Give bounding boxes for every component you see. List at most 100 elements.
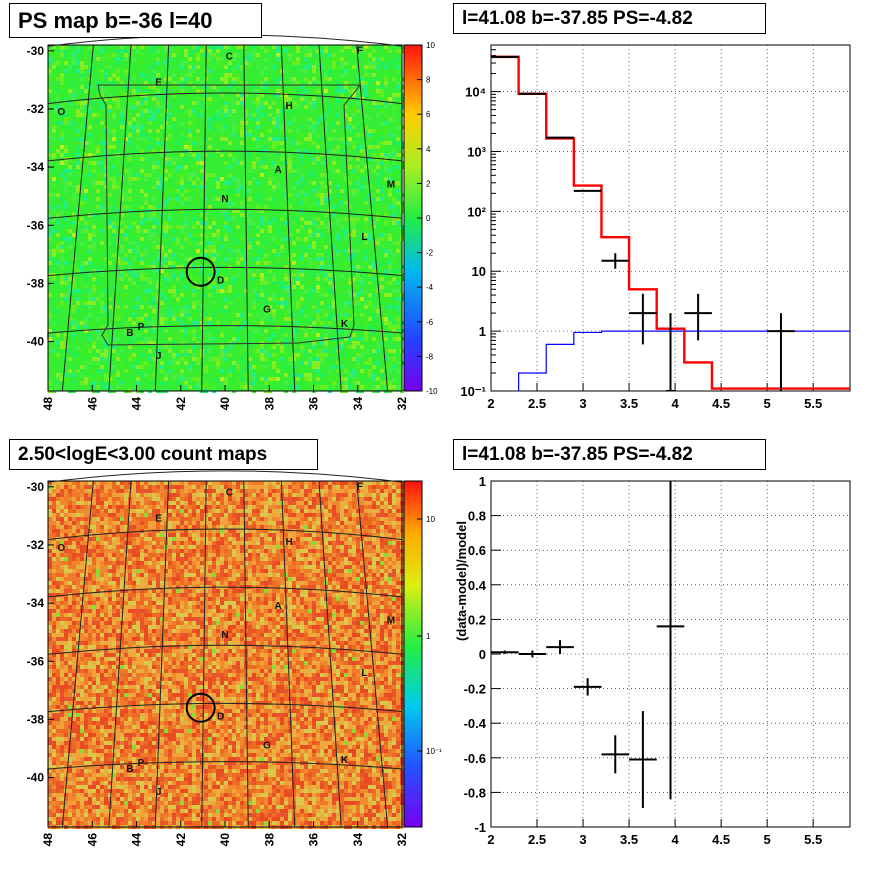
count-map-y-tick-label: -32 <box>27 538 45 552</box>
ps-map-source-label-B: B <box>126 328 133 339</box>
residual-x-tick-label: 4 <box>671 832 679 847</box>
count-map-source-label-H: H <box>286 537 293 548</box>
ps-map-source-label-J: J <box>156 351 162 362</box>
residual-y-tick-label: -1 <box>474 820 486 835</box>
residual-title: l=41.08 b=-37.85 PS=-4.82 <box>453 439 766 470</box>
count-map-source-label-E: E <box>155 514 162 525</box>
spectrum-y-tick-label: 10² <box>467 204 486 219</box>
ps-map-y-tick-label: -30 <box>27 44 45 58</box>
ps-map-colorbar-label: -4 <box>426 283 434 292</box>
count-map-x-tick-label: 48 <box>41 833 55 847</box>
count-map-x-tick-label: 42 <box>174 833 188 847</box>
count-map-y-tick-label: -34 <box>27 596 45 610</box>
ps-map-colorbar-label: 4 <box>426 145 431 154</box>
count-map-source-label-D: D <box>217 711 224 722</box>
residual-y-tick-label: -0.4 <box>464 716 487 731</box>
count-map-source-label-B: B <box>126 764 133 775</box>
ps-map-x-tick-label: 40 <box>218 397 232 411</box>
spectrum-x-tick-label: 2 <box>487 396 494 411</box>
residual-y-tick-label: 0.8 <box>468 509 486 524</box>
count-map-colorbar-label: 10 <box>426 515 435 524</box>
ps-map-y-tick-label: -32 <box>27 102 45 116</box>
ps-map-source-label-C: C <box>226 52 233 63</box>
ps-map-x-tick-label: 48 <box>41 397 55 411</box>
spectrum-x-tick-label: 5.5 <box>804 396 822 411</box>
residual-x-tick-label: 4.5 <box>712 832 730 847</box>
ps-map-colorbar-label: 8 <box>426 76 431 85</box>
count-map-y-tick-label: -40 <box>27 771 45 785</box>
residual-y-tick-label: -0.8 <box>464 785 486 800</box>
ps-map-source-label-G: G <box>263 304 271 315</box>
ps-map-x-tick-label: 36 <box>307 397 321 411</box>
ps-map-x-tick-label: 42 <box>174 397 188 411</box>
ps-map-source-label-A: A <box>274 165 281 176</box>
residual-x-tick-label: 3.5 <box>620 832 638 847</box>
count-map-y-tick-label: -38 <box>27 712 45 726</box>
ps-map-title: PS map b=-36 l=40 <box>9 3 262 38</box>
spectrum-y-tick-label: 10⁴ <box>465 85 486 100</box>
residual-y-tick-label: 0.6 <box>468 543 486 558</box>
ps-map-source-label-H: H <box>286 101 293 112</box>
residual-y-tick-label: 0.4 <box>468 578 487 593</box>
count-map-colorbar: 10 1 10⁻¹ <box>404 481 442 827</box>
spectrum-x-tick-label: 5 <box>764 396 771 411</box>
count-map-title: 2.50<logE<3.00 count maps <box>9 439 318 470</box>
ps-map-source-label-K: K <box>341 319 349 330</box>
count-map-x-tick-label: 38 <box>262 833 276 847</box>
ps-map-y-tick-label: -34 <box>27 160 45 174</box>
ps-map-colorbar-label: 6 <box>426 110 431 119</box>
count-map-source-label-I: I <box>47 767 50 778</box>
residual-x-tick-label: 5 <box>764 832 771 847</box>
spectrum-x-tick-label: 3 <box>579 396 586 411</box>
ps-map-y-tick-label: -40 <box>27 335 45 349</box>
ps-map-source-label-F: F <box>357 46 363 57</box>
spectrum-y-tick-label: 10⁻¹ <box>460 384 486 399</box>
count-map-source-label-P: P <box>138 758 145 769</box>
spectrum-y-tick-label: 1 <box>479 324 486 339</box>
spectrum-y-tick-label: 10³ <box>467 144 486 159</box>
residual-y-tick-label: -0.6 <box>464 751 486 766</box>
ps-map-source-label-P: P <box>138 322 145 333</box>
residual-panel: 2 2.5 3 3.5 4 4.5 5 5.510.80.60.40.20-0.2-0.4-0… <box>454 453 850 847</box>
ps-map-source-label-D: D <box>217 275 224 286</box>
ps-map-colorbar-label: 0 <box>426 214 431 223</box>
residual-y-tick-label: -0.2 <box>464 682 486 697</box>
count-map-x-tick-label: 46 <box>85 833 99 847</box>
ps-map-y-tick-label: -36 <box>27 218 45 232</box>
ps-map-source-label-O: O <box>57 107 65 118</box>
spectrum-x-tick-label: 4 <box>671 396 679 411</box>
residual-y-tick-label: 0 <box>479 647 486 662</box>
spectrum-x-tick-label: 4.5 <box>712 396 730 411</box>
count-map-source-label-F: F <box>357 482 363 493</box>
count-map-source-label-O: O <box>57 543 65 554</box>
count-map-source-label-A: A <box>274 601 281 612</box>
count-map-x-tick-label: 36 <box>307 833 321 847</box>
count-map-source-label-K: K <box>341 755 349 766</box>
ps-map-source-label-M: M <box>387 179 395 190</box>
count-map-x-tick-label: 40 <box>218 833 232 847</box>
ps-map-source-label-E: E <box>155 78 162 89</box>
count-map-colorbar-label: 10⁻¹ <box>426 747 442 756</box>
ps-map-colorbar-label: -2 <box>426 249 434 258</box>
spectrum-x-tick-label: 3.5 <box>620 396 638 411</box>
count-map-source-label-G: G <box>263 740 271 751</box>
count-map-colorbar-label: 1 <box>426 632 431 641</box>
spectrum-y-tick-label: 10 <box>472 264 486 279</box>
residual-y-tick-label: 0.2 <box>468 612 486 627</box>
ps-map-x-tick-label: 32 <box>395 397 409 411</box>
spectrum-title: l=41.08 b=-37.85 PS=-4.82 <box>453 3 766 34</box>
residual-x-tick-label: 3 <box>579 832 586 847</box>
ps-map-colorbar-label: -10 <box>426 387 438 396</box>
count-map-pixels <box>48 481 404 829</box>
ps-map-colorbar-label: -6 <box>426 318 434 327</box>
count-map-x-tick-label: 32 <box>395 833 409 847</box>
ps-map-colorbar-label: -8 <box>426 352 434 361</box>
count-map-y-tick-label: -30 <box>27 480 45 494</box>
count-map-colorbar-gradient <box>404 481 422 827</box>
ps-map-x-tick-label: 46 <box>85 397 99 411</box>
